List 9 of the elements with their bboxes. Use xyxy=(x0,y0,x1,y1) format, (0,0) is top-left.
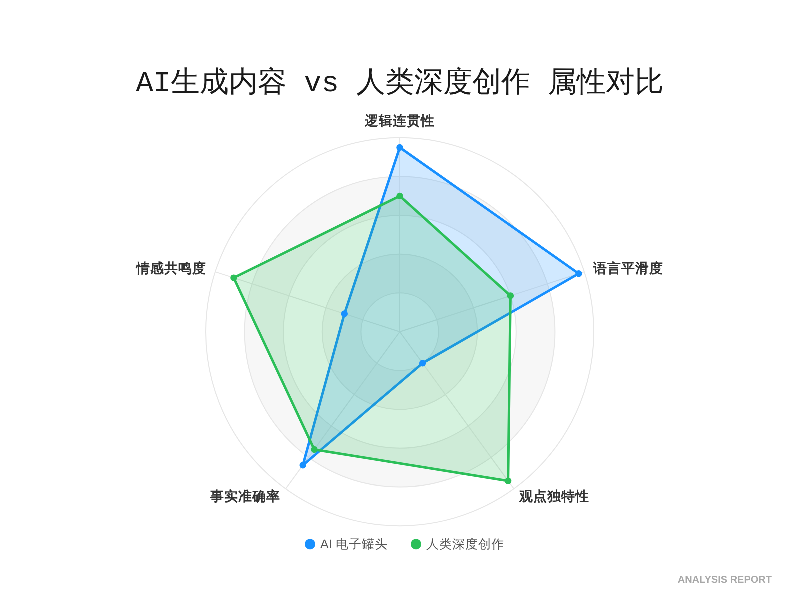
spoke-label: 事实准确率 xyxy=(209,488,280,504)
text: ANALYSIS REPORT xyxy=(678,575,772,586)
legend-label: 人类深度创作 xyxy=(426,536,504,552)
chart-title: AI生成内容 vs 人类深度创作 属性对比 xyxy=(136,66,664,100)
spoke-label: 逻辑连贯性 xyxy=(364,113,435,128)
spoke-label: 情感共鸣度 xyxy=(135,260,206,276)
spoke-label: 观点独特性 xyxy=(518,488,590,504)
spoke-label: 语言平滑度 xyxy=(592,260,664,276)
legend-label: AI 电子罐头 xyxy=(320,537,388,552)
